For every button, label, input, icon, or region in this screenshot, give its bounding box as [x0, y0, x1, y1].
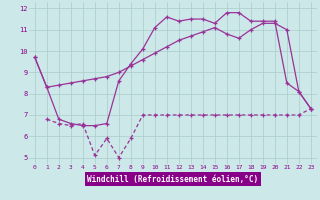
X-axis label: Windchill (Refroidissement éolien,°C): Windchill (Refroidissement éolien,°C) [87, 175, 258, 184]
